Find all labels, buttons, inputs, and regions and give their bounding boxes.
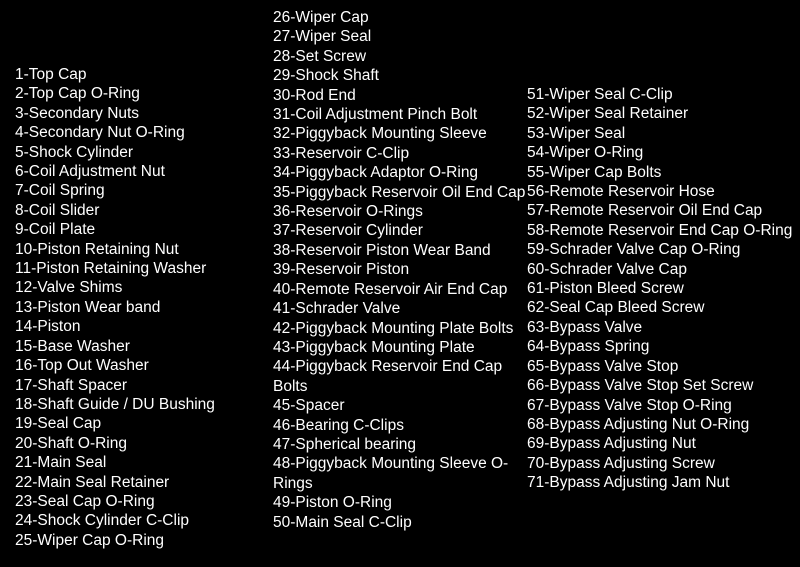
parts-list-item: 21-Main Seal	[15, 453, 273, 472]
parts-list-item: 47-Spherical bearing	[273, 435, 527, 454]
parts-list-item: 3-Secondary Nuts	[15, 104, 273, 123]
parts-list-item: 50-Main Seal C-Clip	[273, 513, 527, 532]
parts-list-item: 34-Piggyback Adaptor O-Ring	[273, 163, 527, 182]
parts-list-item: 41-Schrader Valve	[273, 299, 527, 318]
parts-list-item: 67-Bypass Valve Stop O-Ring	[527, 396, 800, 415]
parts-list-item: 53-Wiper Seal	[527, 124, 800, 143]
parts-list-item: 39-Reservoir Piston	[273, 260, 527, 279]
parts-list-item: 5-Shock Cylinder	[15, 143, 273, 162]
parts-list-item: 51-Wiper Seal C-Clip	[527, 85, 800, 104]
parts-list-item: 27-Wiper Seal	[273, 27, 527, 46]
parts-list-item: 45-Spacer	[273, 396, 527, 415]
parts-list-item: 71-Bypass Adjusting Jam Nut	[527, 473, 800, 492]
parts-list-item: 10-Piston Retaining Nut	[15, 240, 273, 259]
parts-list-item: 1-Top Cap	[15, 65, 273, 84]
parts-list-item: 2-Top Cap O-Ring	[15, 84, 273, 103]
parts-list-item: 14-Piston	[15, 317, 273, 336]
parts-list-item: 20-Shaft O-Ring	[15, 434, 273, 453]
parts-list-item: 30-Rod End	[273, 86, 527, 105]
parts-list-item: 49-Piston O-Ring	[273, 493, 527, 512]
parts-list-item: 55-Wiper Cap Bolts	[527, 163, 800, 182]
parts-list-item: 37-Reservoir Cylinder	[273, 221, 527, 240]
parts-list-item: 42-Piggyback Mounting Plate Bolts	[273, 319, 527, 338]
parts-list-item: 36-Reservoir O-Rings	[273, 202, 527, 221]
parts-list-item: 56-Remote Reservoir Hose	[527, 182, 800, 201]
parts-list-item: 18-Shaft Guide / DU Bushing	[15, 395, 273, 414]
parts-column-1: 1-Top Cap2-Top Cap O-Ring3-Secondary Nut…	[0, 0, 273, 567]
parts-list-item: 66-Bypass Valve Stop Set Screw	[527, 376, 800, 395]
parts-list-item: 16-Top Out Washer	[15, 356, 273, 375]
parts-list-item: 59-Schrader Valve Cap O-Ring	[527, 240, 800, 259]
parts-list-item: 19-Seal Cap	[15, 414, 273, 433]
parts-list-item: 23-Seal Cap O-Ring	[15, 492, 273, 511]
parts-list-item: 52-Wiper Seal Retainer	[527, 104, 800, 123]
parts-list-item: 8-Coil Slider	[15, 201, 273, 220]
parts-list-item: 64-Bypass Spring	[527, 337, 800, 356]
parts-list-item: 25-Wiper Cap O-Ring	[15, 531, 273, 550]
parts-column-3: 51-Wiper Seal C-Clip52-Wiper Seal Retain…	[527, 0, 800, 567]
parts-column-2: 26-Wiper Cap27-Wiper Seal28-Set Screw29-…	[273, 0, 527, 567]
parts-list-item: 6-Coil Adjustment Nut	[15, 162, 273, 181]
parts-list-item: 15-Base Washer	[15, 337, 273, 356]
parts-list-item: 35-Piggyback Reservoir Oil End Cap	[273, 183, 527, 202]
parts-list-item: 58-Remote Reservoir End Cap O-Ring	[527, 221, 800, 240]
parts-list-item: 63-Bypass Valve	[527, 318, 800, 337]
parts-list-item: 22-Main Seal Retainer	[15, 473, 273, 492]
parts-list-item: 13-Piston Wear band	[15, 298, 273, 317]
parts-list-item: 46-Bearing C-Clips	[273, 416, 527, 435]
parts-list-item: 48-Piggyback Mounting Sleeve O-Rings	[273, 454, 527, 493]
parts-list-item: 32-Piggyback Mounting Sleeve	[273, 124, 527, 143]
parts-list-item: 54-Wiper O-Ring	[527, 143, 800, 162]
parts-list-item: 40-Remote Reservoir Air End Cap	[273, 280, 527, 299]
parts-list-item: 44-Piggyback Reservoir End Cap Bolts	[273, 357, 527, 396]
parts-list-item: 29-Shock Shaft	[273, 66, 527, 85]
parts-list-item: 69-Bypass Adjusting Nut	[527, 434, 800, 453]
parts-list-item: 68-Bypass Adjusting Nut O-Ring	[527, 415, 800, 434]
parts-list-item: 33-Reservoir C-Clip	[273, 144, 527, 163]
parts-list-item: 7-Coil Spring	[15, 181, 273, 200]
parts-list-container: 1-Top Cap2-Top Cap O-Ring3-Secondary Nut…	[0, 0, 800, 567]
parts-list-item: 65-Bypass Valve Stop	[527, 357, 800, 376]
parts-list-item: 17-Shaft Spacer	[15, 376, 273, 395]
parts-list-item: 4-Secondary Nut O-Ring	[15, 123, 273, 142]
parts-list-item: 61-Piston Bleed Screw	[527, 279, 800, 298]
parts-list-item: 62-Seal Cap Bleed Screw	[527, 298, 800, 317]
parts-list-item: 12-Valve Shims	[15, 278, 273, 297]
parts-list-item: 60-Schrader Valve Cap	[527, 260, 800, 279]
parts-list-item: 43-Piggyback Mounting Plate	[273, 338, 527, 357]
parts-list-item: 38-Reservoir Piston Wear Band	[273, 241, 527, 260]
parts-list-item: 26-Wiper Cap	[273, 8, 527, 27]
parts-list-item: 11-Piston Retaining Washer	[15, 259, 273, 278]
parts-list-item: 31-Coil Adjustment Pinch Bolt	[273, 105, 527, 124]
parts-list-item: 9-Coil Plate	[15, 220, 273, 239]
parts-list-item: 57-Remote Reservoir Oil End Cap	[527, 201, 800, 220]
parts-list-item: 24-Shock Cylinder C-Clip	[15, 511, 273, 530]
parts-list-item: 28-Set Screw	[273, 47, 527, 66]
parts-list-item: 70-Bypass Adjusting Screw	[527, 454, 800, 473]
